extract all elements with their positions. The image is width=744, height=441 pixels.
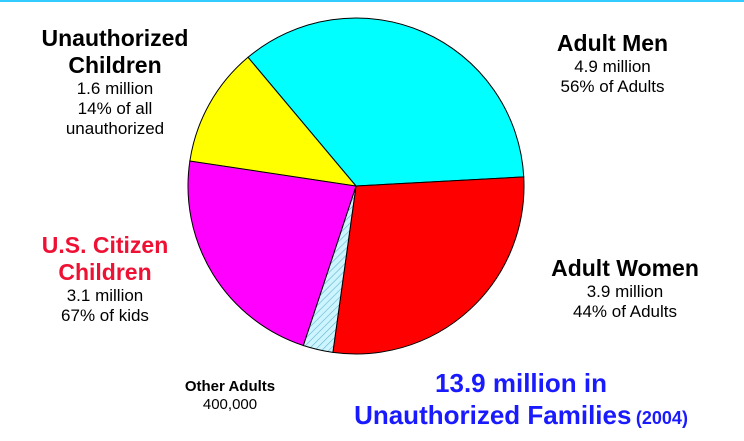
label-adult-men: Adult Men 4.9 million 56% of Adults xyxy=(520,30,705,97)
citizen-children-name-1: U.S. Citizen xyxy=(41,232,169,258)
label-adult-women: Adult Women 3.9 million 44% of Adults xyxy=(520,255,730,322)
pie-slice-u-s-citizen-children xyxy=(187,160,357,347)
pie-slice-unauthorized-children xyxy=(189,56,358,187)
adult-women-amount: 3.9 million xyxy=(586,282,664,302)
other-adults-amount: 400,000 xyxy=(202,395,258,413)
label-unauthorized-children: Unauthorized Children 1.6 million 14% of… xyxy=(10,25,220,139)
total-year: (2004) xyxy=(635,407,688,428)
top-divider xyxy=(0,0,744,2)
pie-slice-adult-men xyxy=(247,17,525,187)
unauthorized-children-amount: 1.6 million xyxy=(76,79,154,99)
total-caption: 13.9 million in Unauthorized Families (2… xyxy=(298,368,744,431)
unauthorized-children-name-2: Children xyxy=(68,52,162,79)
total-line-2: Unauthorized Families xyxy=(354,399,632,430)
label-citizen-children: U.S. Citizen Children 3.1 million 67% of… xyxy=(10,232,200,326)
label-other-adults: Other Adults 400,000 xyxy=(150,378,310,413)
unauthorized-children-name-1: Unauthorized xyxy=(41,25,189,51)
citizen-children-share: 67% of kids xyxy=(61,306,149,326)
unauthorized-children-share-2: unauthorized xyxy=(65,119,165,139)
adult-women-share: 44% of Adults xyxy=(573,302,677,322)
unauthorized-children-share-1: 14% of all xyxy=(77,99,153,119)
adult-men-amount: 4.9 million xyxy=(574,57,651,77)
other-adults-name: Other Adults xyxy=(184,378,276,395)
adult-men-share: 56% of Adults xyxy=(560,77,665,97)
pie-slice-adult-women xyxy=(332,176,525,355)
adult-women-name: Adult Women xyxy=(551,255,699,281)
adult-men-name: Adult Men xyxy=(556,30,669,56)
total-line-1: 13.9 million in xyxy=(435,368,607,398)
citizen-children-name-2: Children xyxy=(58,259,152,286)
citizen-children-amount: 3.1 million xyxy=(66,286,144,306)
